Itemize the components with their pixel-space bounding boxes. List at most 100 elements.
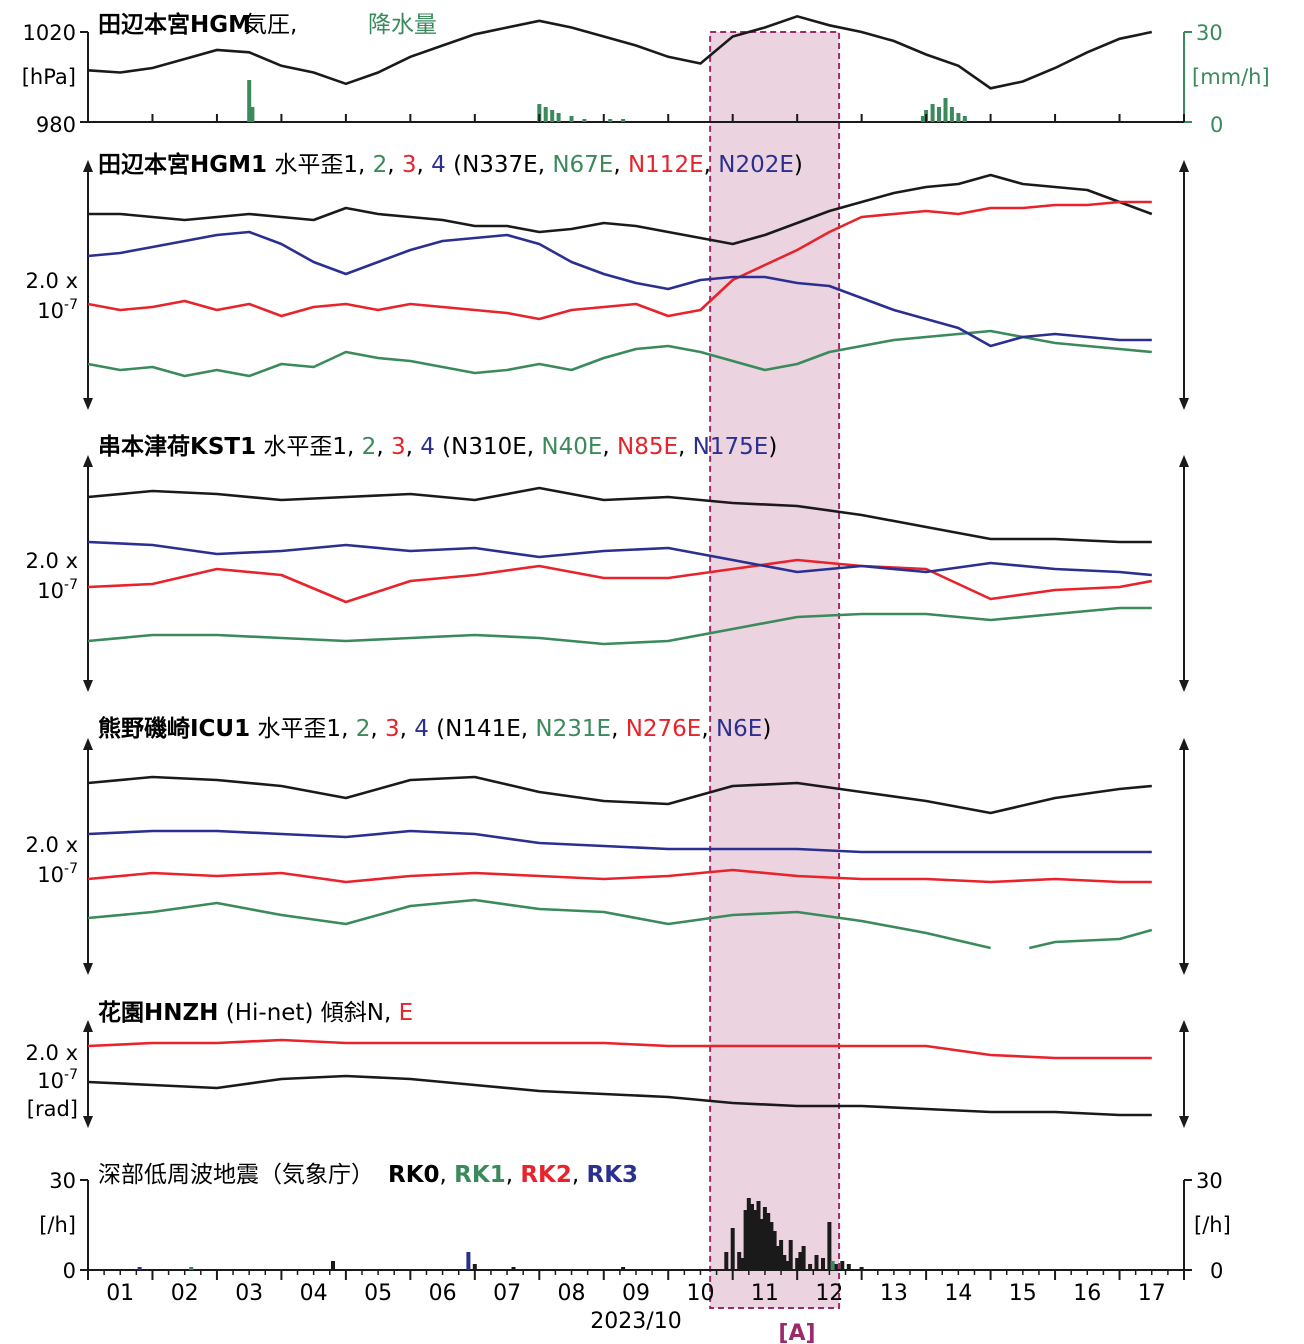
lfe-title: 深部低周波地震（気象庁） RK0, RK1, RK2, RK3: [98, 1162, 638, 1188]
rain-ytick-bottom: 0: [1210, 113, 1223, 137]
lfe-bar-rk0: [785, 1261, 790, 1270]
pressure-ytick-bottom: 980: [36, 113, 76, 137]
icu1-scale-arrow-down-right: [1179, 963, 1189, 975]
kst1-comp2: 2: [362, 434, 377, 460]
kst1-comp3: 3: [391, 434, 406, 460]
kst1-line-4: [87, 540, 1152, 577]
icu1-dir3: N276E: [626, 716, 702, 742]
kst1-series: [83, 455, 1189, 692]
icu1-dir1: (N141E,: [429, 716, 536, 742]
hgm1-line-1: [88, 173, 1153, 246]
lfe-panel: 深部低周波地震（気象庁） RK0, RK1, RK2, RK3 30 [/h] 0…: [39, 1162, 1231, 1283]
pressure-line: [87, 14, 1153, 90]
lfe-bar-rk0: [724, 1252, 729, 1270]
lfe-bar-rk0: [788, 1240, 793, 1270]
lfe-bar-rk0: [730, 1228, 735, 1270]
hgm1-line-4: [87, 230, 1152, 348]
hgm1-scale-arrow-up-left: [83, 160, 93, 172]
lfe-bar-rk0: [795, 1258, 800, 1270]
rain-bar: [937, 107, 941, 122]
icu1-dir2: N231E: [535, 716, 611, 742]
lfe-bar-rk0: [746, 1198, 751, 1270]
rain-bar: [930, 104, 935, 122]
lfe-bar-rk0: [798, 1252, 803, 1270]
rain-bar: [920, 116, 925, 122]
icu1-comp3: 3: [385, 716, 400, 742]
x-day-label: 04: [300, 1281, 328, 1306]
rain-bar: [543, 107, 548, 122]
kst1-scale-2: 10-7: [37, 577, 78, 603]
lfe-bar-rk3: [137, 1267, 142, 1270]
lfe-bar-rk0: [782, 1255, 787, 1270]
pressure-series: [87, 14, 1153, 122]
x-axis-ticks: 01 02 03 04 05 06 07 08 09 10 11 12 13 14 15 16 17: [87, 114, 1185, 1306]
hnzh-title-rest: (Hi-net) 傾斜N,: [218, 1000, 398, 1026]
lfe-bar-rk0: [766, 1213, 771, 1270]
kst1-scale-arrow-up-right: [1179, 455, 1189, 467]
lfe-bar-rk0: [743, 1210, 748, 1270]
x-day-label: 16: [1073, 1281, 1101, 1306]
rain-bar: [943, 98, 948, 122]
hnzh-line-N: [87, 1074, 1152, 1117]
pressure-title-black: 気圧,: [244, 12, 297, 38]
lfe-rk0: RK0: [388, 1162, 440, 1188]
icu1-comp4: 4: [414, 716, 429, 742]
kst1-scale-arrow-up-left: [83, 455, 93, 467]
hnzh-scale-arrow-up-right: [1179, 1020, 1189, 1032]
hgm1-scale-1: 2.0 x: [26, 269, 79, 293]
hgm1-dir4: N202E: [718, 152, 794, 178]
kst1-title: 串本津荷KST1 水平歪1, 2, 3, 4 (N310E, N40E, N85…: [98, 433, 777, 460]
x-day-label: 15: [1009, 1281, 1037, 1306]
lfe-bar-rk0: [769, 1222, 774, 1270]
rain-bar: [569, 116, 574, 122]
hgm1-scale-arrow-down-left: [83, 398, 93, 410]
x-day-label: 08: [558, 1281, 586, 1306]
x-day-label: 13: [880, 1281, 908, 1306]
kst1-dir2: N40E: [541, 434, 602, 460]
hnzh-scale-arrow-down-left: [83, 1116, 93, 1128]
x-day-label: 10: [687, 1281, 715, 1306]
lfe-ytick-top: 30: [49, 1169, 76, 1193]
hnzh-scale-arrow-down-right: [1179, 1116, 1189, 1128]
kst1-line-3: [87, 558, 1153, 604]
x-day-label: 06: [429, 1281, 457, 1306]
lfe-bars: [137, 1198, 864, 1270]
pressure-title-green: 降水量: [368, 12, 437, 38]
rain-bar: [550, 110, 555, 122]
lfe-bar-rk0: [846, 1264, 851, 1270]
hnzh-scale-2: 10-7: [37, 1067, 78, 1093]
kst1-title-rest: 水平歪1,: [256, 434, 362, 460]
hgm1-close: ): [794, 152, 803, 178]
icu1-line-3: [87, 868, 1152, 884]
lfe-bar-rk0: [821, 1258, 825, 1270]
lfe-bar-rk0: [827, 1222, 832, 1270]
kst1-dir3: N85E: [617, 434, 678, 460]
lfe-bar-rk0: [775, 1246, 780, 1270]
lfe-bar-rk0: [331, 1261, 335, 1270]
hgm1-dir2: N67E: [552, 152, 613, 178]
kst1-scale-1: 2.0 x: [26, 549, 79, 573]
hnzh-unit: [rad]: [27, 1097, 78, 1121]
kst1-close: ): [768, 434, 777, 460]
hgm1-comp3: 3: [402, 152, 417, 178]
icu1-scale-arrow-down-left: [83, 963, 93, 975]
lfe-bar-rk0: [801, 1246, 806, 1270]
rain-bar: [949, 107, 954, 122]
kst1-scale-arrow-down-left: [83, 680, 93, 692]
x-day-label: 07: [493, 1281, 521, 1306]
icu1-scale-arrow-up-right: [1179, 738, 1189, 750]
x-axis-date-label: 2023/10: [590, 1309, 681, 1334]
hgm1-comp4: 4: [431, 152, 446, 178]
lfe-bar-rk0: [737, 1252, 742, 1270]
icu1-panel: 熊野磯崎ICU1 水平歪1, 2, 3, 4 (N141E, N231E, N2…: [26, 715, 1189, 975]
rain-ytick-top: 30: [1196, 21, 1223, 45]
lfe-bar-rk0: [840, 1261, 845, 1270]
hgm1-line-3: [87, 200, 1152, 321]
lfe-bar-rk0: [511, 1267, 516, 1270]
icu1-title-bold: 熊野磯崎ICU1: [98, 715, 250, 742]
lfe-yunit: [/h]: [39, 1213, 76, 1237]
hnzh-series: [83, 1020, 1189, 1128]
hgm1-scale-arrow-up-right: [1179, 160, 1189, 172]
lfe-rk3: RK3: [587, 1162, 639, 1188]
